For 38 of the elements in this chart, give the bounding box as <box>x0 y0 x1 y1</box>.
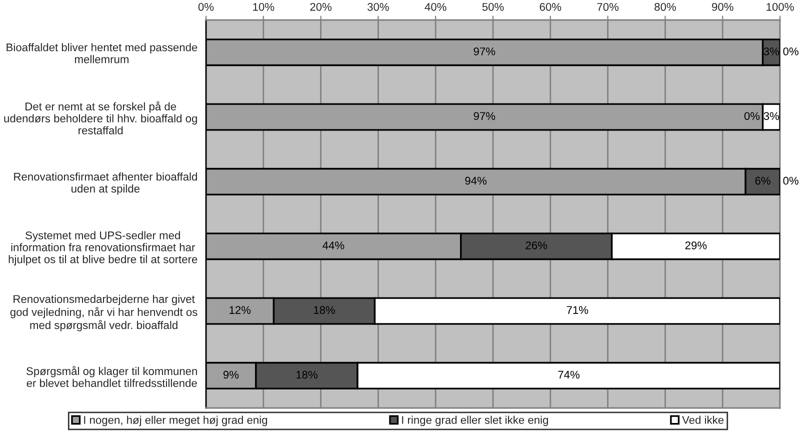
data-label: 29% <box>685 241 707 250</box>
data-label: 44% <box>322 241 344 250</box>
data-label: 9% <box>223 370 239 379</box>
y-tick-label: Spørgsmål og klager til kommunen er blevet behandlet tilfredsstillende <box>26 366 197 388</box>
data-label: 6% <box>755 176 770 185</box>
data-label: 12% <box>230 306 251 314</box>
data-label: 18% <box>314 306 335 314</box>
legend-label: I nogen, høj eller meget høj grad enig <box>84 416 268 426</box>
x-tick-label: 90% <box>712 2 734 11</box>
x-tick-label: 20% <box>310 2 332 11</box>
y-tick-label: Det er nemt at se forskel på de udendørs beholdere til hhv. bioaffald og restaffald <box>4 101 197 134</box>
data-label: 97% <box>474 112 496 120</box>
x-tick-label: 60% <box>540 2 562 11</box>
y-tick-label: Bioaffaldet bliver hentet med passende mellemrum <box>6 43 198 64</box>
data-label: 0% <box>783 47 798 56</box>
x-tick-label: 10% <box>253 2 274 11</box>
y-tick-label: Systemet med UPS-sedler med information fra renovationsfirmaet har hjulpet os til at blive bedre til at sortere <box>8 231 198 266</box>
x-tick-label: 40% <box>424 2 446 11</box>
data-label: 3% <box>764 112 780 120</box>
y-tick-label: Renovationsmedarbejderne har givet god vejledning, når vi har henvendt os med spørgsmål vedr. bioaffald <box>10 294 198 332</box>
x-tick-label: 100% <box>766 2 794 11</box>
x-tick-label: 0% <box>198 2 214 11</box>
data-label: 71% <box>566 306 588 314</box>
data-label: 74% <box>558 370 580 379</box>
x-tick-label: 70% <box>597 2 619 11</box>
data-label: 0% <box>744 112 760 120</box>
x-tick-label: 50% <box>482 2 504 11</box>
data-label: 3% <box>764 47 780 56</box>
data-label: 97% <box>474 47 496 56</box>
data-label: 18% <box>296 370 318 379</box>
legend-label: I ringe grad eller slet ikke enig <box>402 416 548 426</box>
x-tick-label: 80% <box>654 2 676 11</box>
x-tick-label: 30% <box>368 2 389 11</box>
data-label: 26% <box>526 241 548 250</box>
data-label: 0% <box>783 176 798 185</box>
legend-label: Ved ikke <box>682 416 724 424</box>
data-label: 94% <box>465 176 487 185</box>
y-tick-label: Renovationsfirmaet afhenter bioaffald uden at spilde <box>14 172 197 195</box>
